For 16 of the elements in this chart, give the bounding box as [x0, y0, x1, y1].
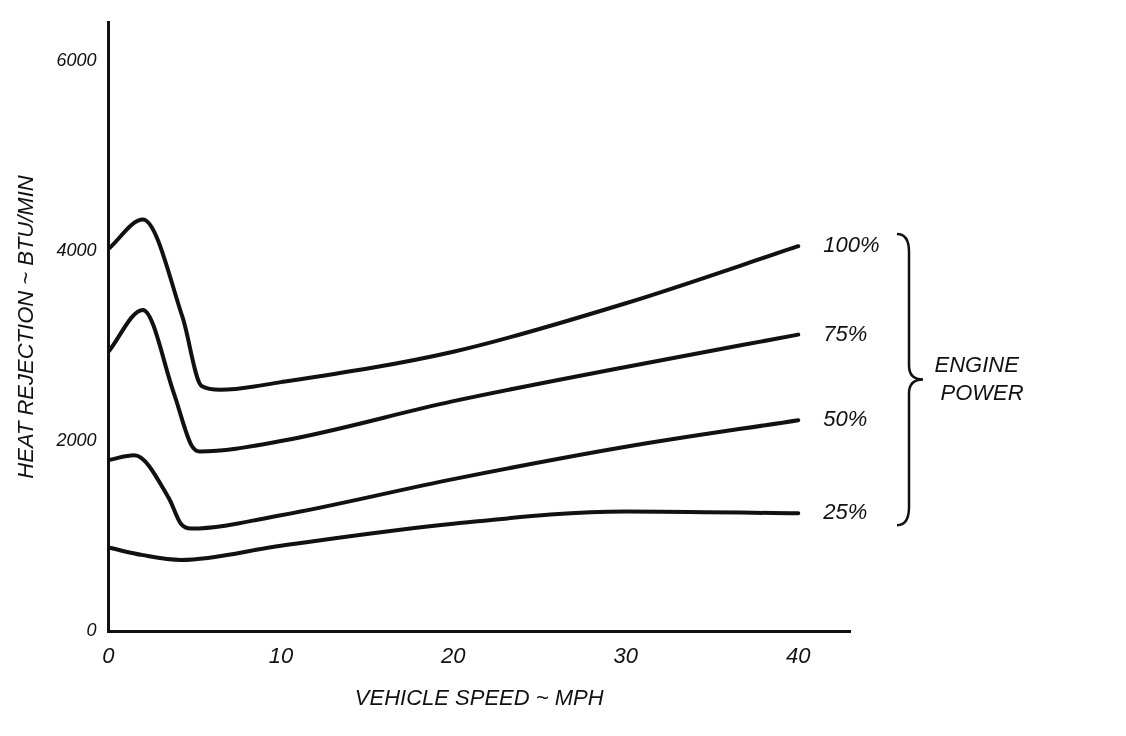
x-tick-label: 40: [786, 642, 812, 668]
y-axis-title: HEAT REJECTION ~ BTU/MIN: [13, 175, 39, 479]
x-tick-label: 0: [102, 642, 116, 668]
x-axis-title: VEHICLE SPEED ~ MPH: [354, 684, 604, 710]
series-label: 100%: [823, 232, 880, 258]
y-tick-label: 0: [86, 620, 97, 641]
y-tick-label: 6000: [56, 49, 97, 70]
series-label: 75%: [823, 320, 868, 346]
y-tick-label: 4000: [56, 239, 97, 260]
series-label: 25%: [822, 499, 868, 525]
x-tick-label: 30: [613, 642, 639, 668]
x-tick-label: 20: [440, 642, 467, 668]
series-label: 50%: [823, 406, 868, 432]
x-tick-label: 10: [268, 642, 294, 668]
text: ENGINE POWER: [934, 351, 1024, 405]
y-tick-label: 2000: [55, 430, 97, 451]
